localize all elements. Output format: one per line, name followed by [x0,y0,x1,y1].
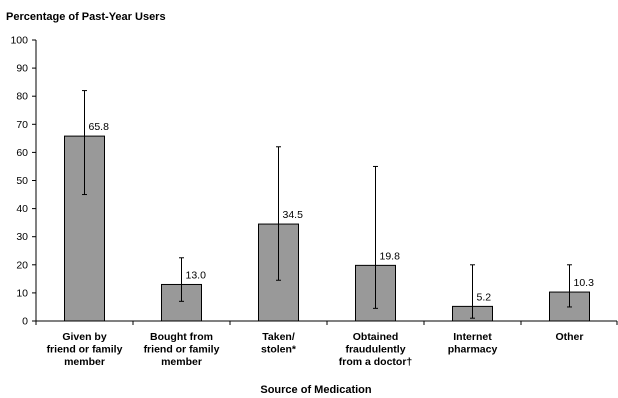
bars [64,135,590,322]
y-tick-label: 10 [16,287,28,299]
category-label: Given by friend or family member [47,331,123,368]
y-tick-label: 80 [16,91,28,103]
data-label: 13.0 [186,269,207,281]
data-label: 10.3 [574,277,595,289]
category-label: Other [555,331,583,343]
y-tick-label: 100 [10,35,28,47]
category-label: Internet pharmacy [448,331,498,356]
category-label: Obtained fraudulently from a doctor† [339,331,413,368]
y-tick-label: 20 [16,259,28,271]
y-tick-label: 30 [16,231,28,243]
y-tick-label: 50 [16,175,28,187]
data-label: 19.8 [380,250,401,262]
data-label: 34.5 [283,209,304,221]
y-axis: 0 10 20 30 40 50 60 70 80 90 100 [10,35,37,328]
error-bars [82,90,572,319]
y-tick-label: 0 [22,316,28,328]
y-tick-label: 70 [16,119,28,131]
x-axis [35,320,618,325]
value-labels: 65.8 13.0 34.5 19.8 5.2 10.3 [89,121,595,303]
y-tick-label: 40 [16,203,28,215]
category-labels: Given by friend or family member Bought fro… [47,331,584,368]
category-label: Bought from friend or family member [144,331,220,368]
x-axis-title: Source of Medication [260,384,372,396]
y-tick-label: 90 [16,63,28,75]
y-tick-label: 60 [16,147,28,159]
category-label: Taken/stolen* [261,331,297,356]
y-axis-title: Percentage of Past-Year Users [6,11,166,23]
data-label: 65.8 [89,121,110,133]
data-label: 5.2 [477,291,492,303]
